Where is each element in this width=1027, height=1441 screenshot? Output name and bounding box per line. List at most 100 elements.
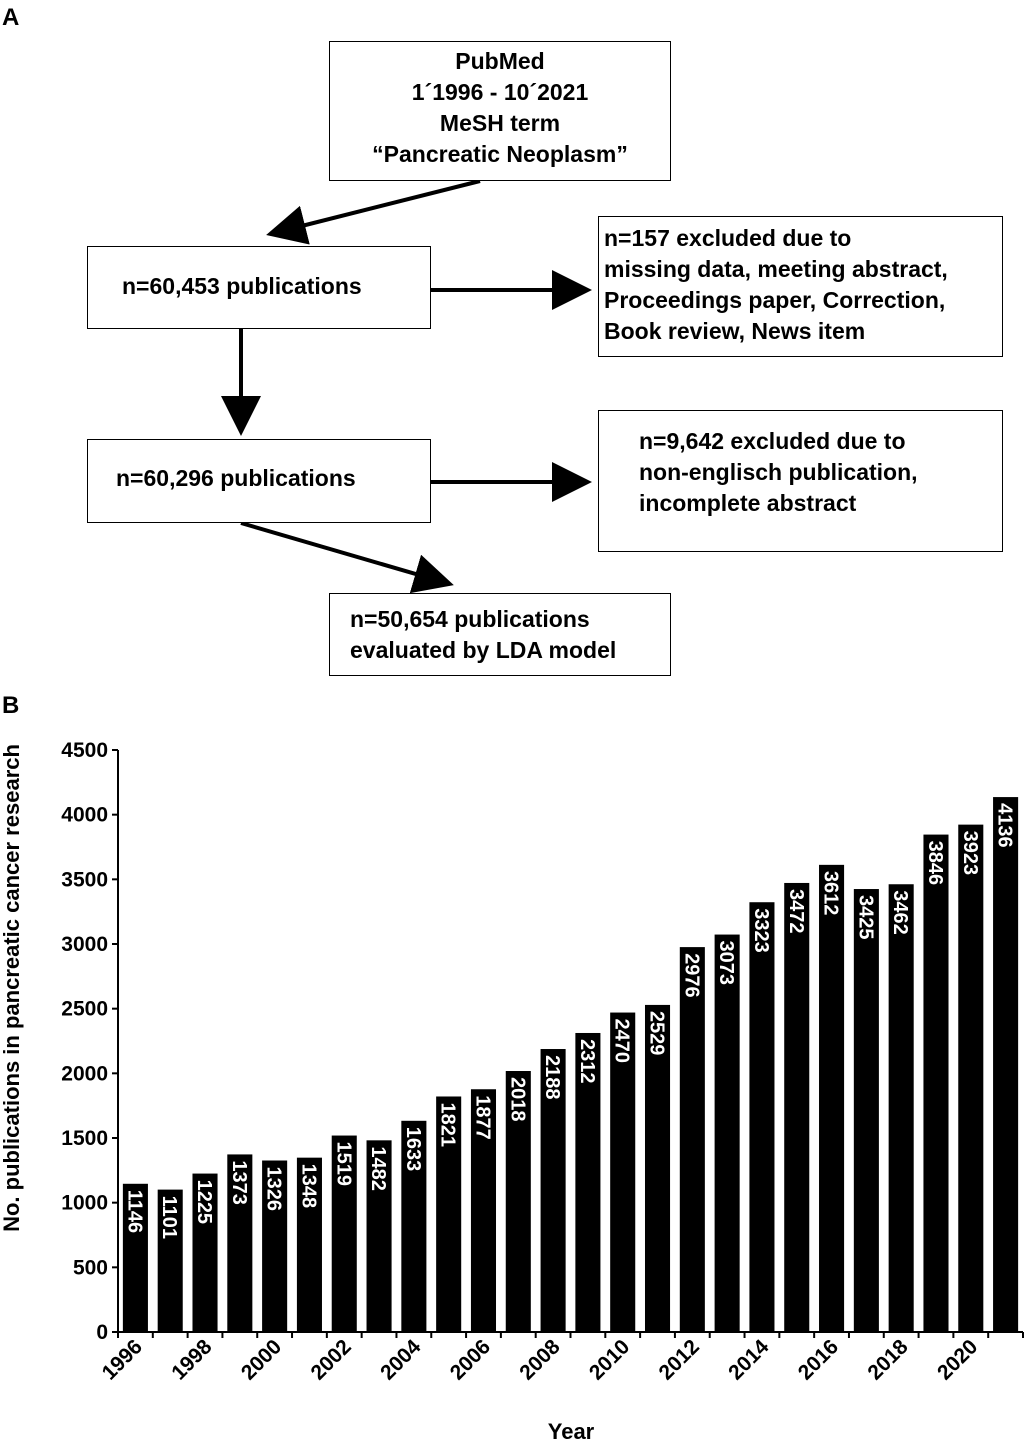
bar-value-label: 2188 xyxy=(541,1055,563,1100)
bar-value-label: 3923 xyxy=(959,831,981,876)
bar-value-label: 1482 xyxy=(367,1146,389,1191)
x-tick-label: 2018 xyxy=(863,1335,913,1385)
bar-value-label: 3472 xyxy=(785,889,807,934)
exclusion2-line: n=9,642 excluded due to xyxy=(639,428,906,454)
source-line: “Pancreatic Neoplasm” xyxy=(372,141,628,167)
bar-value-label: 2018 xyxy=(506,1077,528,1122)
bar-value-label: 1373 xyxy=(228,1160,250,1205)
x-tick-label: 2012 xyxy=(655,1335,704,1384)
bar-value-label: 1348 xyxy=(297,1164,319,1209)
exclusion1-line: n=157 excluded due to xyxy=(604,225,852,251)
bar-2016 xyxy=(819,864,845,1332)
source-line: MeSH term xyxy=(439,110,561,136)
final-box: n=50,654 publications evaluated by LDA m… xyxy=(329,593,671,676)
y-tick-label: 3000 xyxy=(61,933,108,956)
y-tick-label: 3500 xyxy=(61,868,108,891)
bar-1996 xyxy=(122,1183,148,1332)
bar-2018 xyxy=(888,884,914,1332)
bar-2020 xyxy=(958,824,984,1332)
bar-value-label: 1326 xyxy=(263,1167,285,1212)
bar-2013 xyxy=(714,934,740,1332)
x-axis-title: Year xyxy=(548,1419,595,1441)
x-tick-label: 2020 xyxy=(933,1335,982,1384)
bar-2006 xyxy=(470,1089,497,1332)
source-line: 1´1996 - 10´2021 xyxy=(411,79,589,105)
bar-value-label: 3846 xyxy=(924,841,946,886)
x-tick-label: 2014 xyxy=(724,1335,774,1385)
bar-value-label: 1225 xyxy=(193,1180,215,1225)
bar-2001 xyxy=(296,1157,322,1332)
bar-value-label: 3425 xyxy=(854,895,876,940)
arrow-step2-to-final xyxy=(240,521,454,594)
y-tick-label: 4500 xyxy=(61,739,108,762)
bar-2015 xyxy=(784,882,810,1332)
bar-2000 xyxy=(262,1160,288,1332)
x-tick-label: 2000 xyxy=(237,1335,286,1384)
bar-2011 xyxy=(644,1004,671,1332)
source-box: PubMed 1´1996 - 10´2021 MeSH term “Pancr… xyxy=(329,41,671,181)
step2-box: n=60,296 publications xyxy=(87,439,431,523)
y-tick-label: 500 xyxy=(73,1256,108,1279)
bar-value-label: 3323 xyxy=(750,908,772,953)
step1-text: n=60,453 publications xyxy=(122,273,362,299)
chart-bars: 1146 1101 1225 1373 1326 1348 1519 1482 1633 1821… xyxy=(122,797,1019,1332)
x-tick-label: 2008 xyxy=(515,1335,565,1385)
bar-2007 xyxy=(505,1071,531,1332)
bar-2002 xyxy=(331,1135,357,1332)
bar-1997 xyxy=(157,1189,183,1332)
bar-value-label: 1633 xyxy=(402,1127,424,1172)
bar-2008 xyxy=(540,1049,566,1332)
x-tick-label: 1996 xyxy=(98,1335,147,1384)
bar-2017 xyxy=(853,889,879,1332)
bar-value-label: 1821 xyxy=(437,1102,459,1147)
exclusion1-line: missing data, meeting abstract, xyxy=(604,256,948,282)
bar-value-label: 2312 xyxy=(576,1039,598,1084)
x-tick-label: 2006 xyxy=(446,1335,495,1384)
bar-1998 xyxy=(192,1173,218,1332)
y-tick-label: 1500 xyxy=(61,1127,108,1150)
bar-value-label: 2976 xyxy=(680,953,702,998)
panel-a-label: A xyxy=(2,4,20,31)
final-line: n=50,654 publications xyxy=(350,606,590,632)
x-tick-label: 2004 xyxy=(376,1335,426,1385)
x-tick-label: 2010 xyxy=(585,1335,634,1384)
final-line: evaluated by LDA model xyxy=(350,637,617,663)
bar-value-label: 3462 xyxy=(889,890,911,935)
bar-1999 xyxy=(227,1154,253,1332)
bar-2014 xyxy=(749,902,775,1332)
bar-2003 xyxy=(366,1140,392,1332)
x-tick-label: 1998 xyxy=(167,1335,217,1385)
y-tick-label: 2500 xyxy=(61,998,108,1021)
chart-ticks: 0 500 1000 1500 2000 2500 3000 3500 4000 4500 1996… xyxy=(61,739,1024,1385)
exclusion1-line: Book review, News item xyxy=(604,318,866,344)
bar-value-label: 3073 xyxy=(715,941,737,986)
x-tick-label: 2002 xyxy=(306,1335,355,1384)
bar-value-label: 1101 xyxy=(158,1196,180,1239)
bar-2012 xyxy=(679,947,705,1332)
step2-text: n=60,296 publications xyxy=(116,465,356,491)
exclusion1-box: n=157 excluded due to missing data, meet… xyxy=(598,216,1003,357)
exclusion2-line: incomplete abstract xyxy=(639,490,857,516)
exclusion1-line: Proceedings paper, Correction, xyxy=(604,287,946,313)
bar-2005 xyxy=(436,1096,462,1332)
y-axis-title: No. publications in pancreatic cancer re… xyxy=(0,744,24,1232)
arrow-source-to-step1 xyxy=(266,179,481,245)
exclusion2-box: n=9,642 excluded due to non-englisch pub… xyxy=(598,410,1003,552)
bar-2004 xyxy=(401,1120,427,1332)
source-line: PubMed xyxy=(455,48,545,74)
bar-value-label: 3612 xyxy=(820,871,842,916)
bar-value-label: 2470 xyxy=(611,1019,633,1063)
bar-value-label: 4136 xyxy=(994,803,1016,848)
bar-value-label: 2529 xyxy=(646,1011,668,1056)
step1-box: n=60,453 publications xyxy=(87,246,431,329)
panel-b-label: B xyxy=(2,692,20,719)
bar-value-label: 1877 xyxy=(471,1095,493,1140)
y-tick-label: 2000 xyxy=(61,1062,108,1085)
y-tick-label: 1000 xyxy=(61,1192,108,1215)
bar-2010 xyxy=(610,1012,636,1332)
bar-value-label: 1146 xyxy=(123,1190,145,1233)
y-tick-label: 0 xyxy=(96,1321,108,1344)
bar-2019 xyxy=(923,834,949,1332)
chart-axes xyxy=(117,750,1023,1333)
bar-2021 xyxy=(993,797,1019,1332)
